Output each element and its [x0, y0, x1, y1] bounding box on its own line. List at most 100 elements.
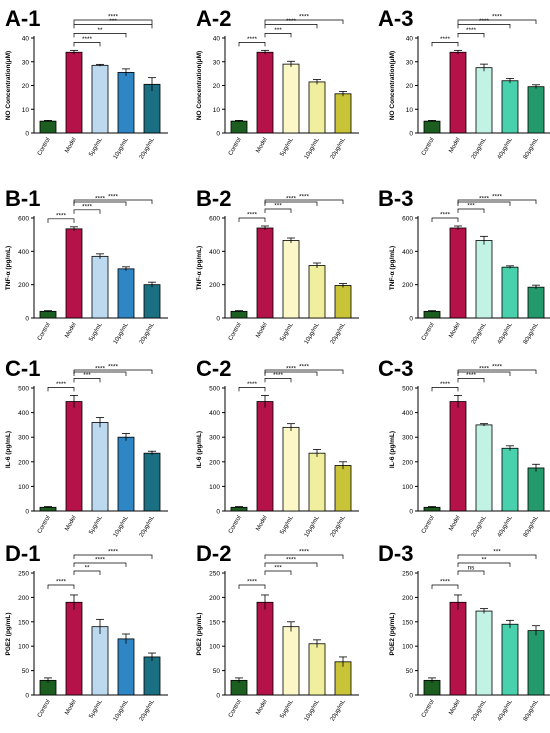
significance-bracket — [457, 554, 537, 559]
y-tick-label: 400 — [402, 410, 413, 417]
significance-bracket — [457, 33, 485, 38]
x-tick-label: 20μg/mL — [330, 698, 347, 722]
significance-bracket — [73, 562, 127, 567]
y-tick-label: 200 — [402, 282, 413, 289]
x-tick-label: Model — [448, 137, 461, 154]
significance-label: *** — [83, 372, 91, 379]
panel-label: B-3 — [378, 186, 413, 211]
significance-bracket — [73, 209, 101, 214]
significance-label: **** — [492, 14, 503, 21]
x-tick-label: Model — [255, 515, 268, 532]
y-tick-label: 0 — [409, 131, 413, 138]
significance-bracket — [457, 369, 537, 374]
x-tick-label: Model — [64, 699, 77, 716]
significance-label: **** — [466, 27, 477, 34]
x-tick-label: Control — [37, 322, 52, 342]
bar — [308, 643, 326, 696]
x-tick-label: 40μg/mL — [497, 321, 514, 345]
x-tick-label: 20μg/mL — [330, 136, 347, 160]
y-tick-label: 200 — [209, 459, 220, 466]
y-tick-label: 150 — [18, 619, 29, 626]
bar — [143, 83, 161, 134]
y-tick-label: 250 — [18, 571, 29, 578]
y-tick-label: 500 — [18, 386, 29, 393]
panel-label: A-2 — [196, 6, 231, 31]
x-tick-label: 80μg/mL — [523, 321, 540, 345]
significance-label: **** — [299, 549, 310, 556]
y-tick-label: 100 — [18, 484, 29, 491]
significance-bracket — [457, 199, 537, 204]
bar — [501, 623, 519, 696]
bar — [449, 51, 467, 134]
y-axis-label: IL-6 (pg/mL) — [196, 431, 203, 468]
significance-label: **** — [247, 212, 258, 219]
y-tick-label: 400 — [18, 249, 29, 256]
bar — [282, 240, 300, 319]
significance-label: *** — [274, 565, 282, 572]
chart-panel-b-2: B-2 0 200 400 600 TNF-α (pg/mL) Control Model 5μ… — [196, 186, 359, 345]
significance-bracket — [238, 42, 266, 47]
panel-label: D-2 — [196, 541, 231, 566]
significance-label: **** — [273, 372, 284, 379]
significance-label: **** — [286, 366, 297, 373]
y-tick-label: 150 — [402, 619, 413, 626]
x-tick-label: Model — [448, 515, 461, 532]
significance-label: **** — [440, 36, 451, 43]
y-tick-label: 50 — [406, 668, 414, 675]
y-tick-label: 0 — [216, 509, 220, 516]
x-tick-label: Model — [448, 699, 461, 716]
significance-label: **** — [82, 203, 93, 210]
panel-label: B-1 — [5, 186, 40, 211]
significance-bracket — [264, 570, 292, 575]
bar — [282, 63, 300, 134]
significance-label: **** — [56, 381, 67, 388]
significance-bracket — [73, 199, 153, 204]
significance-bracket — [457, 201, 511, 206]
chart-panel-c-1: C-1 0 100 200 300 400 500 IL-6 (pg/mL) Control Mo… — [5, 356, 168, 538]
chart-panel-a-2: A-2 0 10 20 30 40 NO Concentration(μM) Control M… — [196, 6, 359, 160]
x-tick-label: 10μg/mL — [113, 136, 130, 160]
y-tick-label: 0 — [216, 693, 220, 700]
panel-label: D-1 — [5, 541, 40, 566]
significance-bracket — [264, 369, 344, 374]
x-tick-label: 80μg/mL — [523, 514, 540, 538]
bar — [230, 120, 248, 134]
significance-label: **** — [108, 194, 119, 201]
bar — [117, 72, 135, 134]
significance-label: **** — [247, 381, 258, 388]
x-tick-label: 10μg/mL — [304, 698, 321, 722]
bar — [256, 401, 274, 512]
bar — [334, 661, 352, 696]
significance-label: **** — [479, 196, 490, 203]
y-tick-label: 400 — [209, 410, 220, 417]
significance-label: **** — [56, 212, 67, 219]
significance-bracket — [431, 42, 459, 47]
significance-label: **** — [286, 557, 297, 564]
bar — [91, 422, 109, 512]
significance-label: **** — [286, 196, 297, 203]
y-tick-label: 600 — [209, 216, 220, 223]
x-tick-label: 10μg/mL — [304, 136, 321, 160]
bar — [449, 601, 467, 696]
y-tick-label: 150 — [209, 619, 220, 626]
y-tick-label: 40 — [22, 36, 30, 43]
significance-bracket — [431, 217, 459, 222]
significance-label: **** — [492, 364, 503, 371]
x-tick-label: 20μg/mL — [139, 698, 156, 722]
bar — [334, 285, 352, 319]
x-tick-label: Control — [421, 322, 436, 342]
chart-panel-d-2: D-2 0 50 100 150 200 250 PGE2 (pg/mL) Control Mod… — [196, 541, 359, 722]
bar — [117, 638, 135, 696]
bar — [143, 452, 161, 512]
bar — [527, 467, 545, 512]
bar — [423, 120, 441, 134]
significance-label: **** — [82, 36, 93, 43]
significance-label: **** — [440, 579, 451, 586]
bar — [527, 86, 545, 134]
y-axis-label: NO Concentration(μM) — [5, 51, 12, 120]
bar — [91, 255, 109, 319]
bar — [334, 93, 352, 134]
significance-label: **** — [479, 18, 490, 25]
y-tick-label: 250 — [209, 571, 220, 578]
